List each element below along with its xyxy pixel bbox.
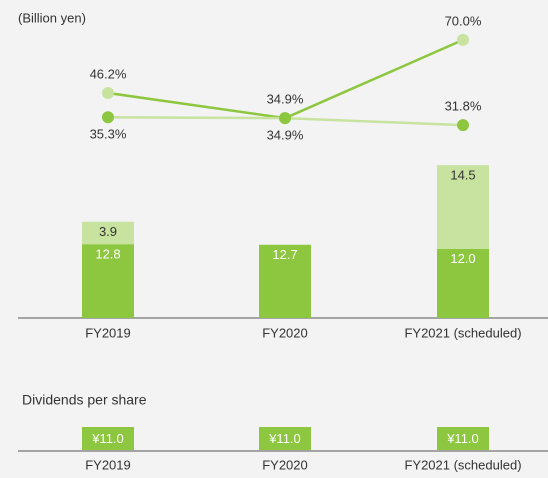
line-value-label: 35.3% bbox=[90, 127, 127, 142]
bar-value-label: 12.7 bbox=[272, 247, 297, 262]
chart-title: Dividends per share bbox=[22, 392, 147, 408]
unit-label: (Billion yen) bbox=[18, 10, 86, 25]
bar-value-label: ¥11.0 bbox=[446, 431, 479, 446]
x-tick-label: FY2021 (scheduled) bbox=[404, 325, 521, 340]
bar-value-label: 3.9 bbox=[99, 224, 117, 239]
x-tick-label: FY2020 bbox=[262, 325, 308, 340]
bar-value-label: ¥11.0 bbox=[91, 431, 124, 446]
bar bbox=[437, 427, 489, 450]
x-tick-label: FY2019 bbox=[85, 457, 131, 472]
bar bbox=[259, 427, 311, 450]
bar-segment bbox=[82, 221, 134, 245]
line-marker bbox=[279, 112, 291, 125]
line-value-label: 70.0% bbox=[445, 13, 482, 28]
line-marker bbox=[457, 119, 469, 132]
line-value-label: 34.9% bbox=[267, 128, 304, 143]
bar-value-label: 12.8 bbox=[95, 247, 120, 262]
x-tick-label: FY2019 bbox=[85, 325, 131, 340]
line-marker bbox=[102, 86, 114, 99]
line-value-label: 31.8% bbox=[445, 99, 482, 114]
bar-segment bbox=[82, 244, 134, 318]
x-tick-label: FY2021 (scheduled) bbox=[404, 457, 521, 472]
line-value-label: 34.9% bbox=[267, 92, 304, 107]
bar-segment bbox=[437, 248, 489, 318]
bar-segment bbox=[437, 165, 489, 249]
bar bbox=[82, 427, 134, 450]
bar-value-label: 14.5 bbox=[450, 168, 475, 183]
x-tick-label: FY2020 bbox=[262, 457, 308, 472]
bar-segment bbox=[259, 244, 311, 318]
bar-value-label: ¥11.0 bbox=[268, 431, 301, 446]
line-marker bbox=[457, 33, 469, 46]
line-value-label: 46.2% bbox=[90, 66, 127, 81]
line-marker bbox=[102, 111, 114, 124]
bar-value-label: 12.0 bbox=[450, 251, 475, 266]
